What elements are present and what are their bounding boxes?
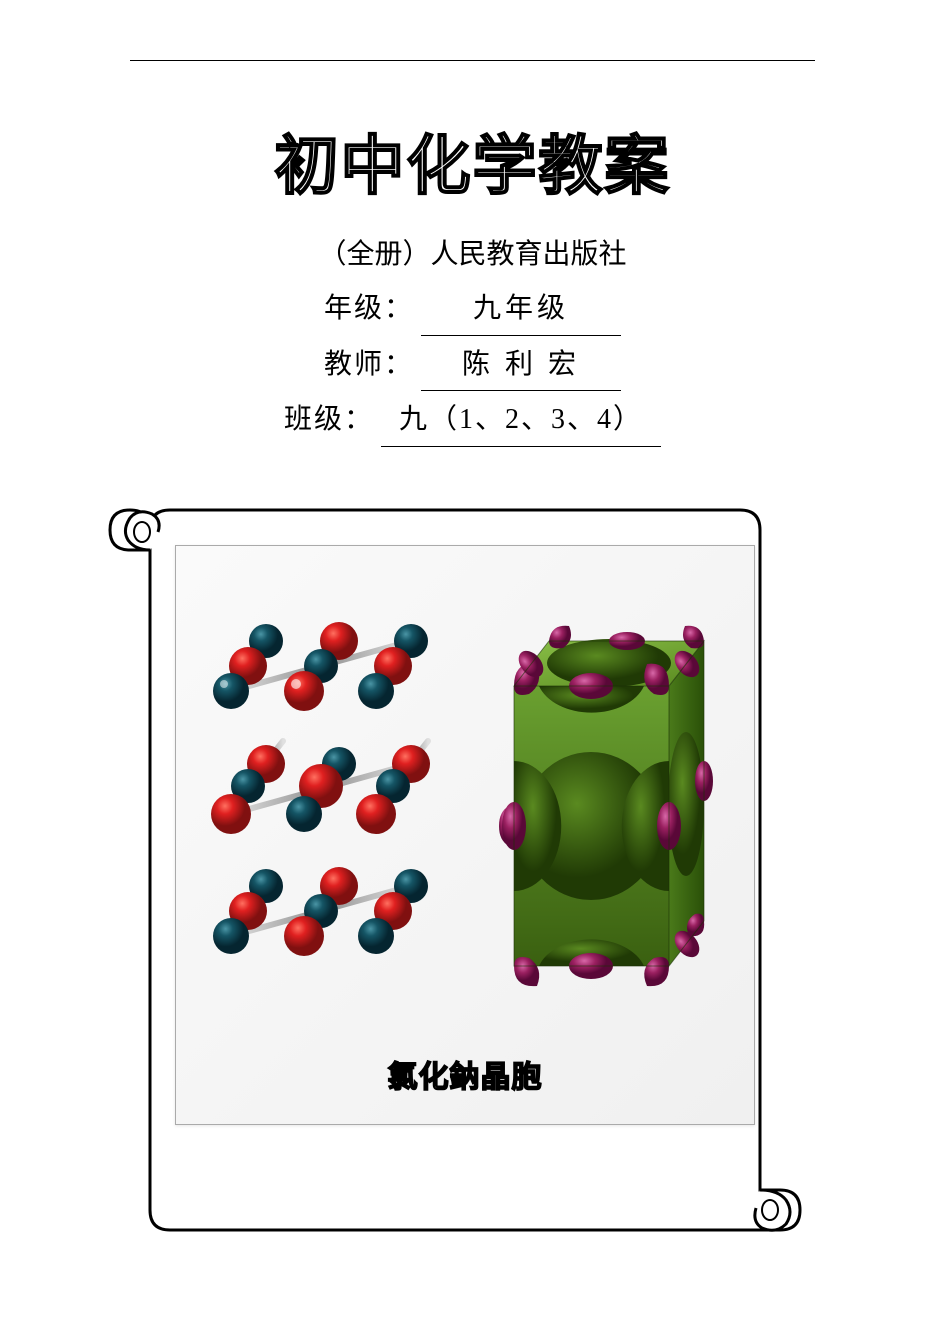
diagram-container: 氯化鈉晶胞 xyxy=(175,545,755,1125)
class-label: 班级： xyxy=(284,395,374,445)
grade-label: 年级： xyxy=(324,284,414,334)
teacher-label: 教师： xyxy=(324,340,414,390)
teacher-line: 教师： 陈 利 宏 xyxy=(0,340,945,391)
grade-line: 年级： 九年级 xyxy=(0,284,945,335)
class-line: 班级： 九（1、2、3、4） xyxy=(0,395,945,446)
page-title: 初中化学教案 xyxy=(0,115,945,207)
grade-value: 九年级 xyxy=(421,284,621,335)
crystal-diagram xyxy=(469,586,729,1026)
class-value: 九（1、2、3、4） xyxy=(381,395,661,446)
diagram-caption: 氯化鈉晶胞 xyxy=(176,1052,754,1096)
scroll-frame: 氯化鈉晶胞 xyxy=(100,470,820,1260)
top-divider xyxy=(130,60,815,61)
info-block: （全册）人民教育出版社 年级： 九年级 教师： 陈 利 宏 班级： 九（1、2、… xyxy=(0,230,945,451)
lattice-diagram xyxy=(196,586,466,1026)
teacher-value: 陈 利 宏 xyxy=(421,340,621,391)
subtitle: （全册）人民教育出版社 xyxy=(0,230,945,280)
page: 初中化学教案 （全册）人民教育出版社 年级： 九年级 教师： 陈 利 宏 班级：… xyxy=(0,0,945,1337)
